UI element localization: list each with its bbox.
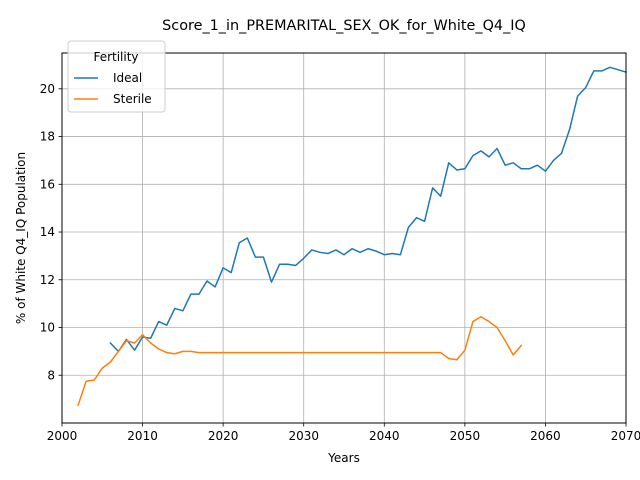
y-axis-label: % of White Q4_IQ Population: [14, 152, 28, 324]
legend-entries: Ideal Sterile: [74, 71, 152, 106]
y-tick-label: 20: [40, 82, 55, 96]
legend-label-sterile: Sterile: [113, 92, 152, 106]
axis-ticks: 2000 2010 2020 2030 2040 2050 2060 2070 8 10 12 14 1…: [40, 82, 640, 443]
series-line-ideal: [109, 66, 627, 353]
legend-box: [67, 40, 166, 113]
x-axis-label: Years: [327, 451, 360, 465]
chart-title: Score_1_in_PREMARITAL_SEX_OK_for_White_Q…: [162, 18, 526, 34]
y-tick-label: 18: [40, 130, 55, 144]
y-tick-label: 16: [40, 177, 55, 191]
series-line-sterile: [77, 316, 523, 407]
x-tick-label: 2060: [530, 429, 561, 443]
x-tick-label: 2030: [288, 429, 319, 443]
y-tick-label: 8: [47, 368, 55, 382]
y-tick-label: 14: [40, 225, 55, 239]
legend-label-ideal: Ideal: [113, 71, 142, 85]
x-tick-label: 2010: [127, 429, 158, 443]
y-tick-label: 12: [40, 273, 55, 287]
x-tick-label: 2020: [208, 429, 239, 443]
x-tick-label: 2070: [611, 429, 640, 443]
legend-title: Fertility: [93, 50, 138, 64]
x-tick-label: 2050: [450, 429, 481, 443]
series-lines: [77, 66, 627, 407]
x-tick-label: 2000: [47, 429, 78, 443]
legend: Fertility Ideal Sterile: [67, 40, 166, 113]
y-tick-label: 10: [40, 321, 55, 335]
plot-frame: [61, 52, 627, 424]
x-tick-label: 2040: [369, 429, 400, 443]
